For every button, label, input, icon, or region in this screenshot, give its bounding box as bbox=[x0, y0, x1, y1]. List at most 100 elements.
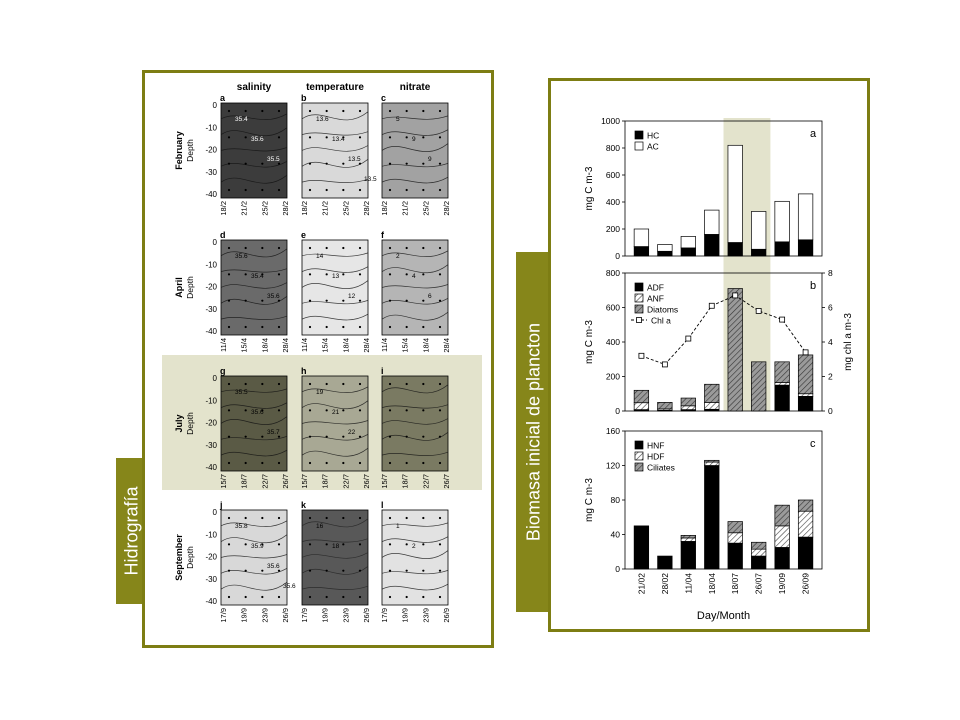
sample-point bbox=[388, 136, 392, 139]
y-right-tick-label: 6 bbox=[828, 303, 833, 313]
contour-value-label: 35.4 bbox=[235, 116, 248, 123]
date-tick-label: 26/7 bbox=[362, 474, 371, 489]
legend-swatch-ciliates bbox=[634, 462, 644, 472]
bar-adf bbox=[774, 384, 790, 412]
sample-point bbox=[227, 246, 231, 250]
contour-lines bbox=[221, 516, 287, 599]
sample-point bbox=[422, 188, 425, 192]
sample-point bbox=[342, 569, 345, 572]
panel-letter-c: c bbox=[810, 438, 816, 450]
date-tick-label: 17/9 bbox=[219, 608, 228, 623]
sample-point bbox=[325, 136, 328, 139]
contour-line bbox=[382, 451, 448, 456]
date-tick-label: 18/4 bbox=[260, 338, 269, 353]
contour-line bbox=[302, 131, 368, 136]
sample-point bbox=[277, 461, 281, 465]
depth-axis-label: Depth bbox=[185, 276, 195, 299]
date-tick-label: 26/7 bbox=[442, 474, 451, 489]
y-tick-label: 1000 bbox=[601, 116, 620, 126]
contour-line bbox=[382, 536, 448, 543]
legend-label-adf: ADF bbox=[647, 283, 664, 293]
sample-point bbox=[358, 409, 362, 412]
sample-point bbox=[405, 543, 408, 546]
bar-hnf bbox=[704, 465, 720, 570]
sample-point bbox=[277, 325, 281, 329]
sample-point bbox=[227, 435, 231, 438]
sample-point bbox=[438, 273, 442, 276]
bar-diatoms bbox=[751, 361, 767, 412]
bar-anf bbox=[633, 402, 650, 410]
bar-ciliates bbox=[704, 459, 720, 463]
sample-point bbox=[438, 516, 442, 520]
sample-point bbox=[244, 325, 247, 329]
x-tick-label: 19/09 bbox=[777, 573, 787, 595]
sample-point bbox=[261, 325, 264, 329]
legend-marker-chl-a bbox=[636, 317, 642, 323]
depth-tick-label: -10 bbox=[205, 123, 217, 132]
depth-tick-label: -20 bbox=[205, 419, 217, 428]
chl-a-point bbox=[732, 292, 739, 299]
sample-point bbox=[438, 109, 442, 113]
sample-point bbox=[358, 569, 362, 572]
y-right-tick-label: 0 bbox=[828, 406, 833, 416]
contour-line bbox=[302, 538, 368, 543]
date-tick-label: 26/9 bbox=[442, 608, 451, 623]
y-axis-label: mg C m-3 bbox=[584, 320, 595, 364]
sample-point bbox=[244, 246, 247, 250]
sample-point bbox=[277, 273, 281, 276]
bar-ac bbox=[657, 244, 673, 252]
legend-swatch-adf bbox=[634, 282, 644, 292]
date-tick-label: 18/7 bbox=[321, 474, 330, 489]
sample-point bbox=[308, 188, 312, 192]
contour-line bbox=[221, 174, 287, 184]
sample-point bbox=[325, 273, 328, 276]
date-tick-label: 18/7 bbox=[240, 474, 249, 489]
sample-point bbox=[277, 516, 281, 520]
bar-ciliates bbox=[774, 504, 790, 527]
contour-value-label: 35.7 bbox=[267, 429, 280, 436]
sample-point bbox=[438, 569, 442, 572]
bar-ac bbox=[633, 228, 650, 247]
sample-point bbox=[342, 516, 345, 520]
bar-hnf bbox=[727, 542, 743, 570]
sample-point bbox=[308, 246, 312, 250]
contour-panel-a: 35.4 35.6 35.5 bbox=[220, 102, 288, 199]
date-tick-label: 23/9 bbox=[341, 608, 350, 623]
date-tick-label: 26/9 bbox=[281, 608, 290, 623]
contour-line bbox=[302, 280, 368, 289]
y-axis-label: mg C m-3 bbox=[584, 166, 595, 210]
sample-point bbox=[308, 543, 312, 546]
sample-point bbox=[342, 162, 345, 165]
depth-tick-label: -30 bbox=[205, 441, 217, 450]
bar-diatoms bbox=[774, 361, 790, 383]
contour-line bbox=[382, 143, 448, 152]
contour-line bbox=[382, 163, 448, 168]
sample-point bbox=[342, 109, 345, 113]
contour-value-label: 12 bbox=[348, 293, 356, 300]
sample-point bbox=[342, 543, 345, 546]
sample-point bbox=[422, 516, 425, 520]
contour-panel-i bbox=[381, 375, 449, 472]
sample-point bbox=[358, 162, 362, 165]
y-right-tick-label: 4 bbox=[828, 337, 833, 347]
date-tick-label: 15/4 bbox=[240, 338, 249, 353]
bar-anf bbox=[680, 405, 696, 410]
contour-value-label: 21 bbox=[332, 409, 340, 416]
sample-point bbox=[325, 188, 328, 192]
bar-ciliates bbox=[680, 535, 696, 539]
sample-point bbox=[358, 109, 362, 113]
contour-lines bbox=[382, 516, 448, 599]
sample-point bbox=[244, 299, 247, 302]
sample-point bbox=[308, 569, 312, 572]
date-tick-label: 18/2 bbox=[300, 201, 309, 216]
contour-value-label: 2 bbox=[412, 543, 416, 550]
x-tick-label: 21/02 bbox=[636, 573, 646, 595]
sample-point bbox=[405, 299, 408, 302]
sample-point bbox=[388, 188, 392, 192]
contour-line bbox=[302, 386, 368, 393]
sample-point bbox=[227, 461, 231, 465]
contour-line bbox=[221, 436, 287, 441]
depth-tick-label: -30 bbox=[205, 305, 217, 314]
bar-hc bbox=[727, 242, 743, 257]
